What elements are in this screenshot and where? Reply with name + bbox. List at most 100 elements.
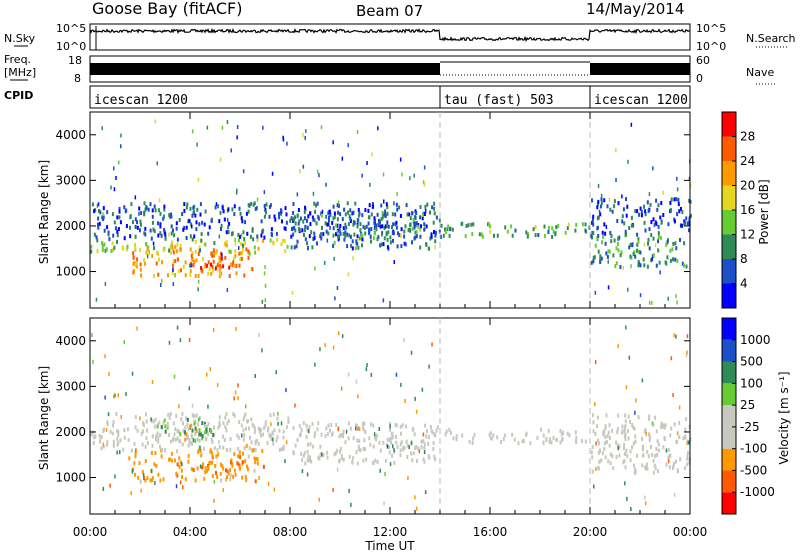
data-cell (378, 218, 380, 223)
data-cell-sparse (325, 214, 327, 219)
data-cell (112, 233, 115, 238)
data-cell (361, 243, 363, 248)
data-cell (253, 426, 256, 431)
data-cell (297, 221, 300, 226)
data-cell (389, 240, 392, 245)
data-cell (382, 242, 385, 247)
data-cell (185, 236, 188, 240)
data-cell (641, 463, 644, 468)
data-cell (378, 440, 381, 445)
data-cell (557, 224, 560, 228)
data-cell (423, 212, 426, 216)
data-cell (178, 456, 181, 461)
data-cell (217, 452, 220, 457)
data-cell (339, 446, 342, 451)
data-cell (326, 455, 329, 460)
data-cell (145, 250, 148, 255)
data-cell (377, 223, 380, 227)
data-cell (597, 199, 600, 204)
data-cell (404, 224, 407, 229)
data-cell (605, 413, 608, 418)
data-cell-sparse (213, 498, 215, 503)
data-cell (602, 234, 605, 239)
data-cell (220, 478, 223, 483)
data-cell (239, 234, 241, 239)
data-cell-sparse (383, 199, 385, 204)
data-cell (652, 236, 655, 241)
data-cell (232, 257, 235, 262)
data-cell (435, 428, 438, 433)
nave-tick-top: 60 (696, 54, 710, 67)
data-cell (247, 454, 250, 459)
data-cell (157, 272, 160, 277)
data-cell-sparse (236, 125, 239, 129)
data-cell (422, 213, 424, 218)
data-cell-sparse (358, 426, 361, 431)
data-cell-sparse (150, 417, 152, 422)
data-cell-sparse (181, 462, 183, 467)
data-cell (298, 227, 301, 231)
data-cell (134, 263, 137, 268)
data-cell-sparse (197, 177, 200, 182)
data-cell (363, 438, 366, 443)
data-cell (287, 416, 290, 421)
data-cell (234, 249, 237, 254)
data-cell (198, 416, 201, 421)
data-cell (194, 438, 197, 443)
data-cell (365, 224, 368, 229)
data-cell (627, 414, 630, 419)
data-cell-sparse (221, 125, 224, 130)
data-cell (644, 212, 647, 217)
data-cell-sparse (97, 202, 100, 207)
data-cell (201, 220, 204, 225)
data-cell (184, 273, 187, 278)
data-cell-sparse (142, 473, 145, 477)
data-cell (196, 437, 199, 442)
data-cell (262, 228, 265, 233)
data-cell (139, 479, 142, 484)
data-cell (282, 238, 285, 243)
time-axis: 00:00 04:00 08:00 12:00 16:00 20:00 00:00 (73, 112, 707, 539)
data-cell (376, 212, 379, 217)
velocity-colorbar-title: Velocity [m s⁻¹] (777, 371, 791, 464)
data-cell (342, 231, 345, 236)
data-cell (187, 219, 190, 224)
data-cell (163, 418, 166, 423)
data-cell (145, 206, 148, 211)
data-cell (147, 441, 149, 445)
data-cell-sparse (675, 334, 677, 339)
data-cell-sparse (226, 218, 229, 223)
data-cell (189, 247, 192, 252)
data-cell-sparse (648, 192, 651, 197)
data-cell (405, 439, 408, 444)
data-cell (667, 448, 670, 452)
data-cell-sparse (272, 437, 274, 442)
data-cell (643, 220, 646, 225)
data-cell (262, 238, 265, 243)
colorbar-swatch (722, 283, 736, 308)
data-cell (601, 240, 603, 245)
data-cell-sparse (628, 355, 631, 360)
cpid-label: CPID (4, 89, 33, 102)
data-cell (191, 435, 194, 440)
data-cell-sparse (325, 182, 327, 187)
data-cell (630, 215, 633, 220)
power-ylabel: Slant Range [km] (37, 160, 51, 264)
data-cell (203, 222, 206, 227)
data-cell-sparse (415, 409, 418, 414)
data-cell-sparse (423, 450, 426, 455)
data-cell (438, 218, 441, 223)
data-cell (403, 445, 406, 450)
data-cell (339, 229, 342, 234)
data-cell (592, 259, 595, 264)
data-cell (193, 414, 196, 419)
data-cell (427, 435, 430, 440)
data-cell (311, 245, 314, 250)
data-cell (388, 450, 391, 455)
data-cell (134, 425, 137, 430)
data-cell (133, 442, 136, 447)
data-cell-sparse (347, 372, 350, 377)
data-cell (243, 433, 246, 438)
data-cell (171, 458, 173, 463)
data-cell-sparse (206, 125, 209, 130)
